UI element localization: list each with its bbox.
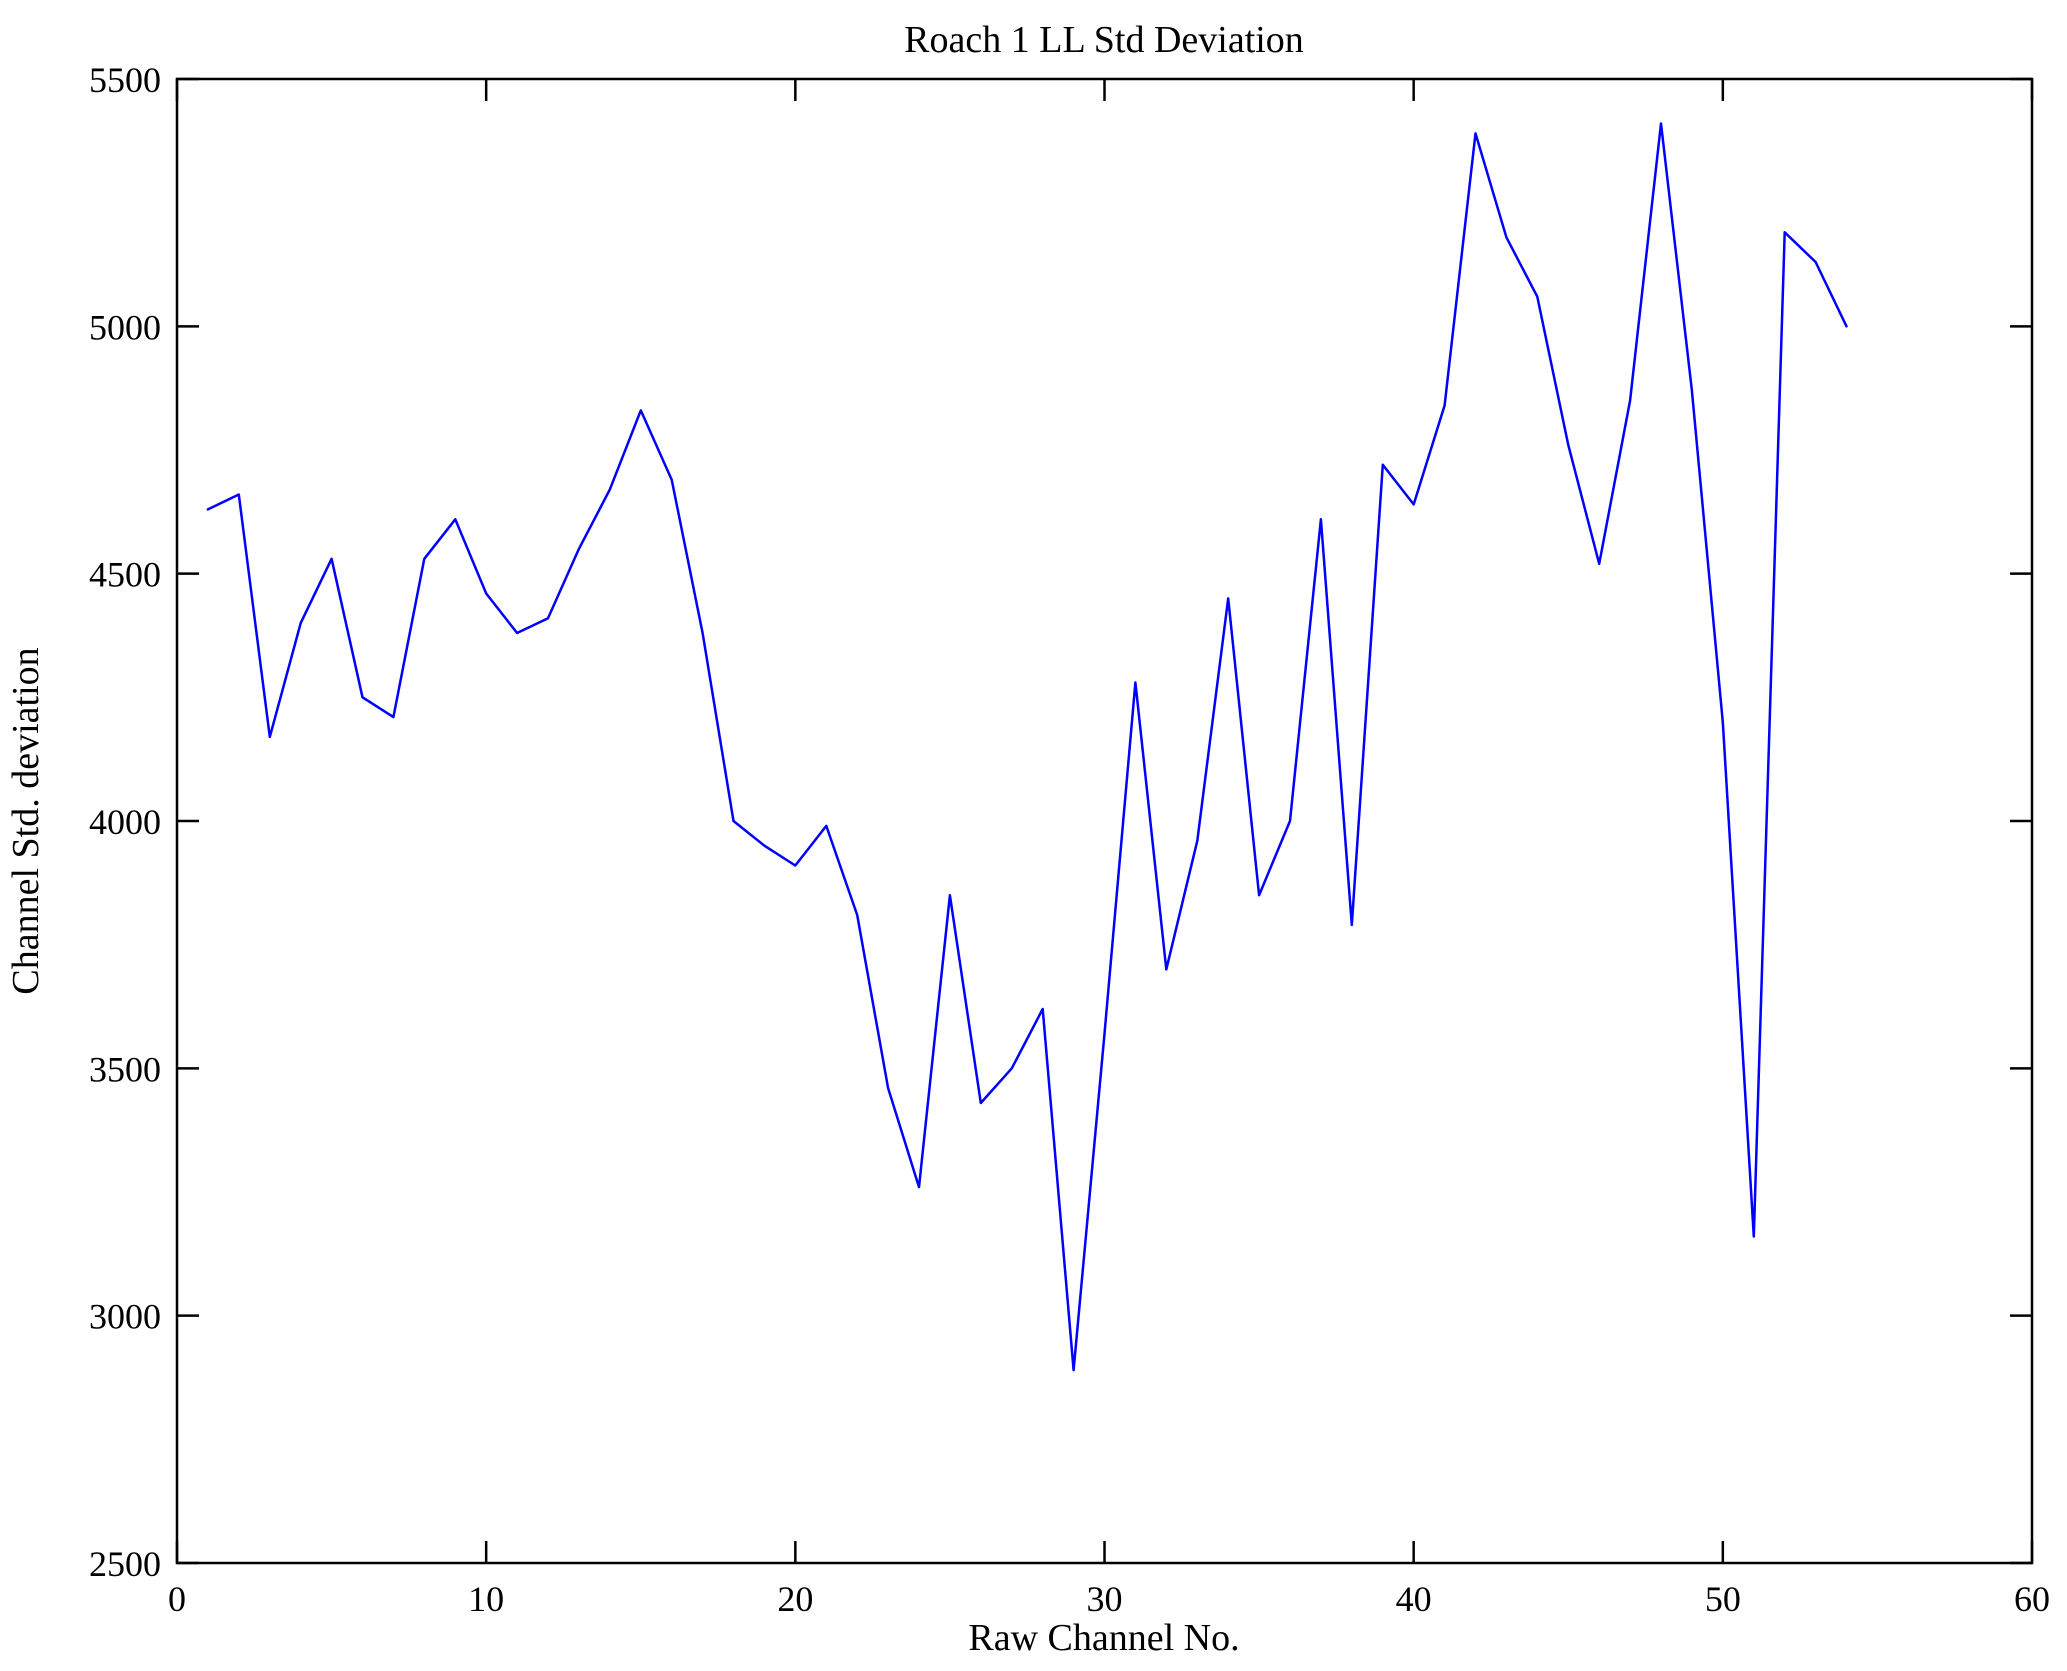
data-series-line [206,122,1848,1372]
y-tick-label: 3500 [89,1049,161,1089]
x-tick-label: 50 [1705,1579,1741,1619]
axes-ticks: 0 10 20 30 40 50 60 2500 3000 3500 4000 4500 5000 550… [89,60,2050,1619]
y-tick-label: 2500 [89,1544,161,1584]
x-tick-label: 0 [168,1579,186,1619]
x-tick-label: 10 [468,1579,504,1619]
y-tick-label: 5500 [89,60,161,100]
axes-box [175,77,2034,1565]
x-tick-label: 20 [777,1579,813,1619]
x-tick-label: 60 [2014,1579,2050,1619]
y-tick-label: 4000 [89,802,161,842]
y-axis-label: Channel Std. deviation [5,647,47,994]
x-tick-label: 30 [1087,1579,1123,1619]
y-tick-label: 5000 [89,307,161,347]
chart-title: Roach 1 LL Std Deviation [904,19,1304,61]
x-tick-label: 40 [1396,1579,1432,1619]
y-tick-label: 3000 [89,1297,161,1337]
y-tick-label: 4500 [89,555,161,595]
x-axis-label: Raw Channel No. [968,1617,1239,1659]
